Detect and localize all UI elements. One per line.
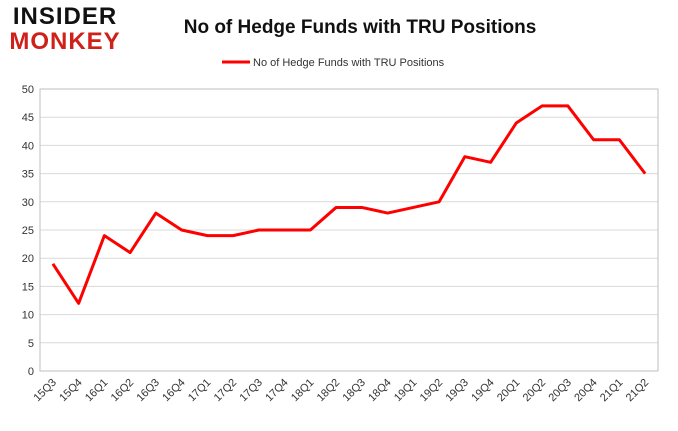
y-tick-label: 50 bbox=[22, 84, 34, 96]
y-tick-label: 10 bbox=[22, 310, 34, 322]
logo-bottom: MONKEY bbox=[9, 28, 120, 55]
y-tick-label: 0 bbox=[28, 366, 34, 378]
legend-label: No of Hedge Funds with TRU Positions bbox=[253, 57, 445, 69]
logo-top: INSIDER bbox=[13, 3, 117, 30]
y-tick-label: 40 bbox=[22, 140, 34, 152]
y-tick-label: 20 bbox=[22, 253, 34, 265]
y-tick-label: 35 bbox=[22, 169, 34, 181]
line bbox=[51, 104, 647, 305]
y-tick-label: 15 bbox=[22, 281, 34, 293]
plot-border bbox=[39, 88, 659, 372]
y-tick-label: 45 bbox=[22, 112, 34, 124]
chart-title: No of Hedge Funds with TRU Positions bbox=[184, 17, 537, 38]
y-tick-label: 30 bbox=[22, 197, 34, 209]
y-tick-label: 25 bbox=[22, 225, 34, 237]
y-tick-label: 5 bbox=[28, 338, 34, 350]
